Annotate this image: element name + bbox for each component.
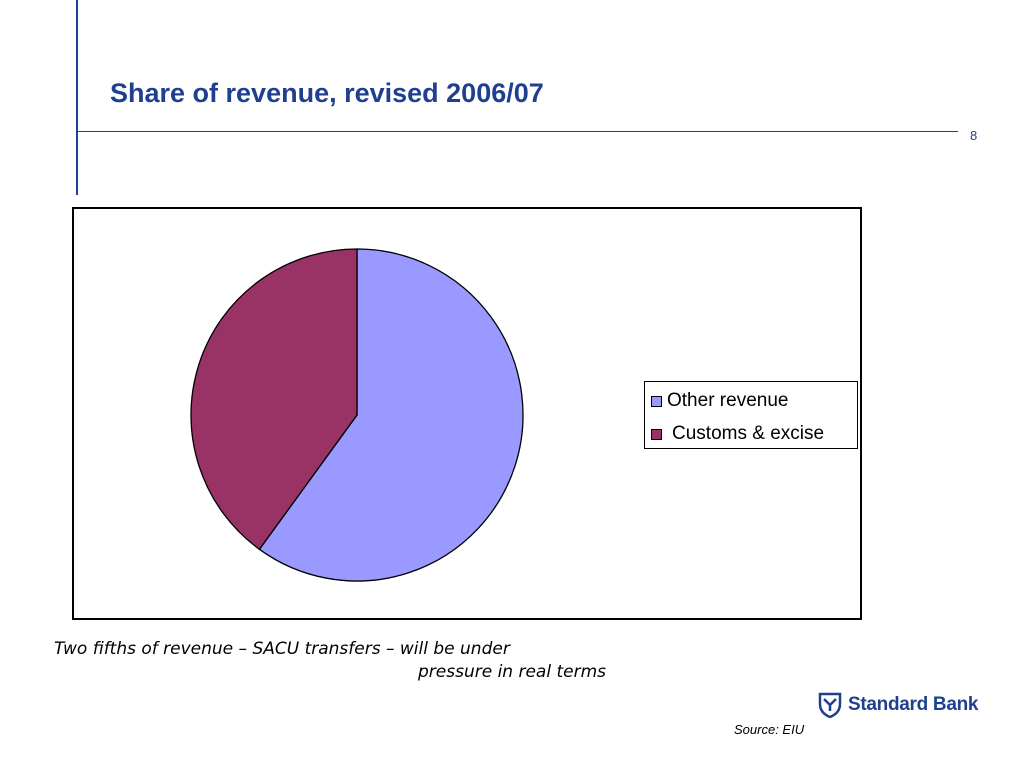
- brand-name: Standard Bank: [848, 694, 979, 715]
- legend-label-customs-excise: Customs & excise: [672, 423, 825, 444]
- page-title: Share of revenue, revised 2006/07: [110, 78, 544, 108]
- pie-slice-other-revenue: [258, 248, 524, 582]
- shield-icon: [818, 692, 842, 718]
- standard-bank-logo: Standard Bank: [818, 692, 978, 718]
- pie-chart: [190, 248, 524, 582]
- chart-frame: Other revenue Customs & excise: [72, 207, 862, 620]
- caption-line-2: pressure in real terms: [417, 662, 606, 682]
- legend-swatch-customs-excise: [651, 428, 662, 440]
- pie-slice-customs-excise: [190, 248, 358, 551]
- legend-label-other-revenue: Other revenue: [667, 390, 789, 411]
- legend-swatch-other-revenue: [651, 395, 662, 407]
- legend-item-customs-excise: Customs & excise: [651, 423, 824, 445]
- chart-legend: Other revenue Customs & excise: [644, 381, 858, 449]
- horizontal-rule: [76, 131, 958, 132]
- page-number: 8: [970, 128, 978, 143]
- caption-line-1: Two fifths of revenue – SACU transfers –…: [54, 639, 510, 659]
- legend-item-other-revenue: Other revenue: [651, 390, 788, 412]
- caption: Two fifths of revenue – SACU transfers –…: [40, 638, 606, 684]
- vertical-rule: [76, 0, 78, 195]
- source-note: Source: EIU: [734, 722, 805, 737]
